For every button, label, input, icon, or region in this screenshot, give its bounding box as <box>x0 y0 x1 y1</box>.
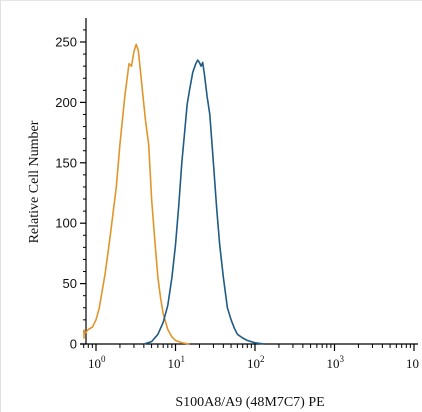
x-tick-label: 101 <box>168 354 186 371</box>
y-tick-label: 0 <box>70 337 77 352</box>
x-tick-label: 10 <box>406 356 419 371</box>
x-tick-exponent: 1 <box>181 354 186 364</box>
stained-histogram-line <box>143 59 265 345</box>
x-tick-label: 103 <box>327 354 345 371</box>
x-axis: 100 101 102 103 10 <box>80 343 419 371</box>
x-tick-label: 102 <box>247 354 265 371</box>
y-tick-label: 50 <box>63 276 77 291</box>
x-axis-title: S100A8/A9 (48M7C7) PE <box>175 395 324 410</box>
x-tick-base: 10 <box>168 356 181 371</box>
x-tick-base: 10 <box>406 356 419 371</box>
x-tick-exponent: 3 <box>340 354 345 364</box>
x-tick-base: 10 <box>327 356 340 371</box>
y-tick-label: 150 <box>55 155 77 170</box>
frame-border-left <box>0 0 1 412</box>
x-tick-exponent: 0 <box>101 354 106 364</box>
y-axis-title: Relative Cell Number <box>27 120 42 243</box>
series-group <box>83 43 265 345</box>
x-tick-label: 100 <box>88 354 106 371</box>
y-axis: 0 50 100 150 200 250 <box>55 18 87 352</box>
x-tick-base: 10 <box>88 356 101 371</box>
control-histogram-line <box>83 43 190 345</box>
y-tick-label: 200 <box>55 95 77 110</box>
x-tick-base: 10 <box>247 356 260 371</box>
x-tick-exponent: 2 <box>260 354 265 364</box>
frame-border-top <box>0 0 422 1</box>
y-tick-label: 100 <box>55 216 77 231</box>
y-tick-label: 250 <box>55 35 77 50</box>
